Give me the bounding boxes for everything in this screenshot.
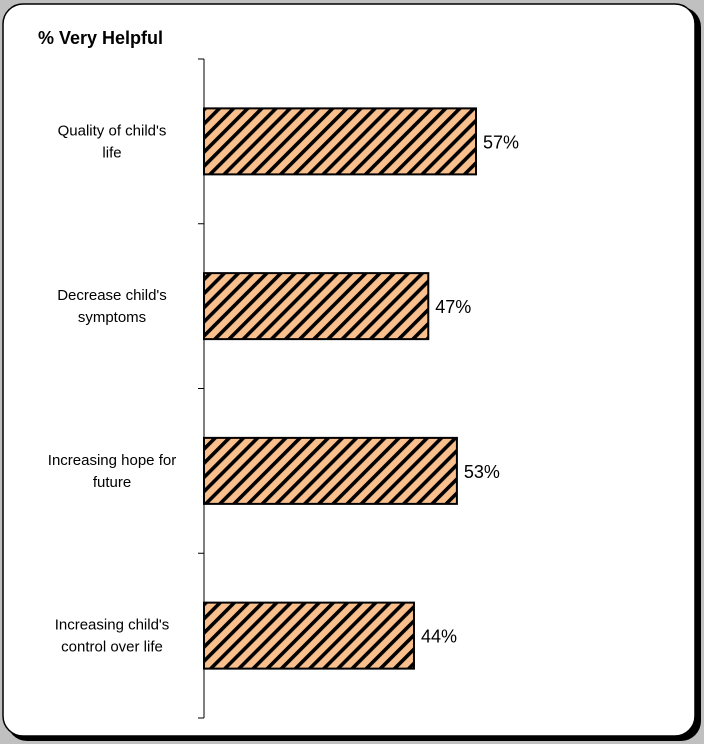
bar	[203, 107, 477, 176]
chart-title: % Very Helpful	[38, 28, 163, 48]
category-label: Quality of child's life	[58, 122, 167, 161]
category-label-line: Decrease child's	[57, 287, 167, 304]
category-label-line: Increasing hope for	[48, 452, 176, 469]
category-label: Decrease child's symptoms	[57, 287, 167, 326]
value-label: 47%	[435, 297, 471, 317]
value-labels: 57% 47% 53% 44%	[421, 132, 519, 646]
category-label-line: life	[102, 144, 121, 161]
bar	[203, 601, 415, 670]
bars	[203, 107, 477, 670]
value-label: 57%	[483, 132, 519, 152]
axis-ticks	[198, 58, 204, 719]
category-labels: Quality of child's life Decrease child's sy…	[48, 122, 176, 655]
bar	[203, 436, 458, 505]
category-label: Increasing child's control over life	[55, 617, 170, 656]
category-label-line: Increasing child's	[55, 617, 170, 634]
category-label-line: Quality of child's	[58, 122, 167, 139]
value-label: 53%	[464, 462, 500, 482]
bar	[203, 272, 430, 341]
value-label: 44%	[421, 627, 457, 647]
category-label-line: symptoms	[78, 309, 146, 326]
category-label-line: future	[93, 474, 131, 491]
category-label-line: control over life	[61, 639, 163, 656]
category-label: Increasing hope for future	[48, 452, 176, 491]
chart-panel	[2, 3, 696, 737]
